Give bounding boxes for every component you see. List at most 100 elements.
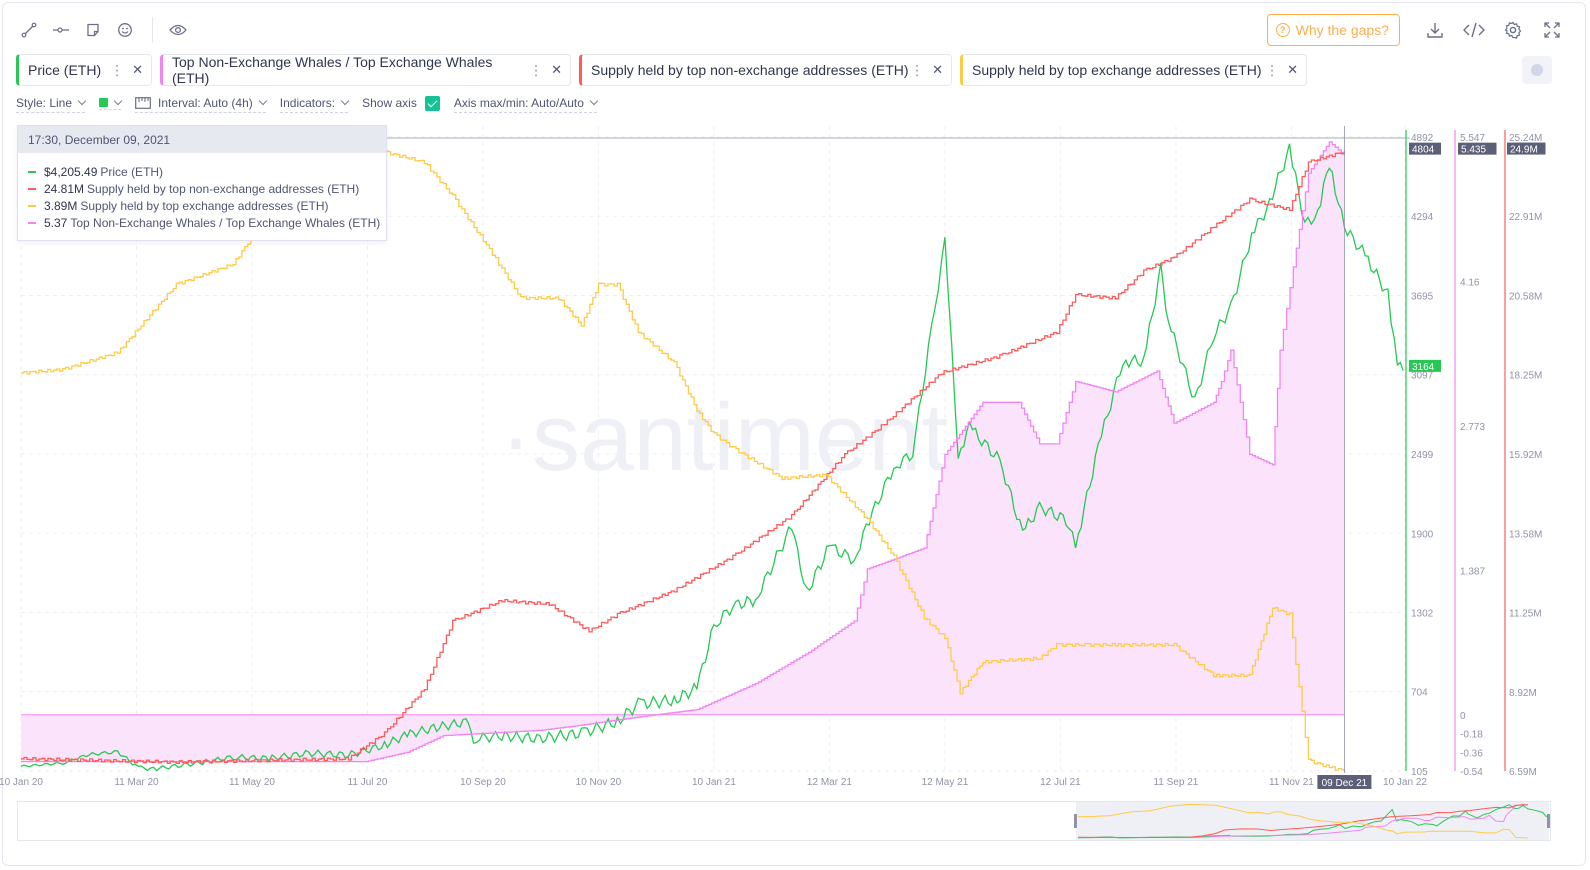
checkbox-checked-icon[interactable] [424,95,440,111]
metric-chip-exchange-supply[interactable]: Supply held by top exchange addresses (E… [960,54,1307,86]
navigator-minimap[interactable] [18,802,1550,840]
supply-tick-label: 13.58M [1509,529,1542,540]
record-button[interactable] [1522,56,1552,84]
series-color-mark [28,204,36,207]
navigator-series-line [1077,804,1529,839]
series-line-price [20,143,1404,772]
show-axis-toggle[interactable]: Show axis [362,95,440,113]
ratio-tick-label: -0.54 [1460,767,1483,778]
supply-tick-label: 18.25M [1509,371,1542,382]
ratio-value-badge [1458,142,1497,155]
metric-chip-non-exchange-supply[interactable]: Supply held by top non-exchange addresse… [579,54,952,86]
drawing-toolbar [14,14,195,46]
x-tick-label: 11 Jul 20 [348,777,388,788]
close-icon[interactable]: ✕ [551,62,562,77]
x-tick-label: 11 May 20 [229,777,275,788]
tooltip-row-price: $4,205.49 Price (ETH) [18,163,386,180]
chart-actions: ? Why the gaps? [1266,14,1570,46]
x-tick-label: 11 Mar 20 [114,777,159,788]
line-tool-icon[interactable] [14,15,44,45]
crosshair-date-badge [1317,775,1372,789]
price-tick-label: 1302 [1411,608,1434,619]
x-tick-label: 10 Jan 22 [1383,777,1427,788]
eye-icon[interactable] [163,15,193,45]
supply-tick-label: 15.92M [1509,450,1542,461]
show-axis-label: Show axis [362,96,417,110]
x-tick-label: 10 Sep 20 [460,777,506,788]
ratio-tick-label: 5.547 [1460,133,1485,144]
price-value-label: 3164 [1412,362,1435,373]
navigator-series-line [1077,803,1529,839]
why-the-gaps-button[interactable]: ? Why the gaps? [1266,14,1400,46]
axis-maxmin-select[interactable]: Axis max/min: Auto/Auto [453,95,599,113]
x-axis: 10 Jan 20 11 Mar 20 11 May 20 11 Jul 20 10 S… [0,777,1427,788]
interval-label: Interval: Auto (4h) [158,95,253,110]
horizontal-ray-icon[interactable] [46,15,76,45]
metric-chip-price[interactable]: Price (ETH) ⋮ ✕ [16,54,152,86]
x-tick-label: 12 Mar 21 [807,777,852,788]
why-the-gaps-label: Why the gaps? [1295,22,1389,38]
x-tick-label: 10 Jan 20 [0,777,43,788]
active-metrics: Price (ETH) ⋮ ✕ Top Non-Exchange Whales … [16,54,1315,86]
y-axes: 4892 4294 3695 3097 2499 1900 1302 704 105 4804 31… [21,130,1546,778]
ruler-icon [135,96,151,109]
ratio-tick-label: 2.773 [1460,422,1485,433]
navigator-series-line [1078,803,1529,838]
close-icon[interactable]: ✕ [932,62,943,77]
price-tick-label: 1900 [1411,529,1434,540]
crosshair: 09 Dec 21 [1317,126,1372,789]
series-line-non-exchange-supply [21,150,1346,765]
close-icon[interactable]: ✕ [132,62,143,77]
indicators-select[interactable]: Indicators: [279,95,350,113]
series-color-mark [28,221,36,224]
close-icon[interactable]: ✕ [1287,62,1298,77]
series-line-whale-ratio [21,141,1346,763]
note-icon[interactable] [78,15,108,45]
tooltip-label: Top Non-Exchange Whales / Top Exchange W… [70,215,381,230]
price-tick-label: 704 [1411,688,1428,699]
download-icon[interactable] [1417,15,1453,45]
ratio-tick-label: 0 [1460,711,1466,722]
style-label: Style: Line [16,95,73,110]
price-tick-label: 4294 [1411,212,1434,223]
series-color-mark [28,170,36,173]
price-value-badge [1409,142,1441,155]
x-tick-label: 10 Nov 20 [576,777,622,788]
tooltip-row-ratio: 5.37 Top Non-Exchange Whales / Top Exchan… [18,214,386,231]
tooltip-label: Supply held by top non-exchange addresse… [87,181,360,196]
crosshair-date-label: 09 Dec 21 [1322,778,1368,789]
series-line-exchange-supply [21,143,1346,772]
ratio-tick-label: 1.387 [1460,566,1485,577]
series-color-mark [28,187,36,190]
ratio-tick-label: -0.18 [1460,730,1483,741]
indicators-label: Indicators: [279,95,336,110]
navigator-handle-left [1074,814,1077,828]
color-select[interactable] [99,96,123,110]
interval-select[interactable]: Interval: Auto (4h) [135,95,268,113]
ratio-tick-label: 4.16 [1460,277,1480,288]
hover-tooltip: 17:30, December 09, 2021 $4,205.49 Price … [17,125,387,241]
ratio-value-label: 5.435 [1461,145,1486,156]
style-select[interactable]: Style: Line [16,95,87,113]
axis-maxmin-label: Axis max/min: Auto/Auto [453,95,584,110]
supply-tick-label: 11.25M [1509,609,1542,620]
x-tick-label: 10 Jan 21 [692,777,736,788]
price-tick-label: 2499 [1411,450,1434,461]
tooltip-value: 24.81M [44,181,85,196]
supply-tick-label: 6.59M [1509,767,1537,778]
supply-tick-label: 20.58M [1509,291,1542,302]
embed-code-icon[interactable] [1456,15,1492,45]
metric-chip-whale-ratio[interactable]: Top Non-Exchange Whales / Top Exchange W… [160,54,571,86]
watermark: ·santiment [500,384,948,491]
tooltip-value: 3.89M [44,198,78,213]
gear-icon[interactable] [1495,15,1531,45]
series-lines [20,141,1404,772]
emoji-icon[interactable] [110,15,140,45]
supply-value-badge [1507,142,1546,155]
range-navigator[interactable] [17,801,1551,841]
tooltip-label: Supply held by top exchange addresses (E… [80,198,329,213]
fullscreen-icon[interactable] [1534,15,1570,45]
metric-label: Top Non-Exchange Whales / Top Exchange W… [172,54,493,86]
